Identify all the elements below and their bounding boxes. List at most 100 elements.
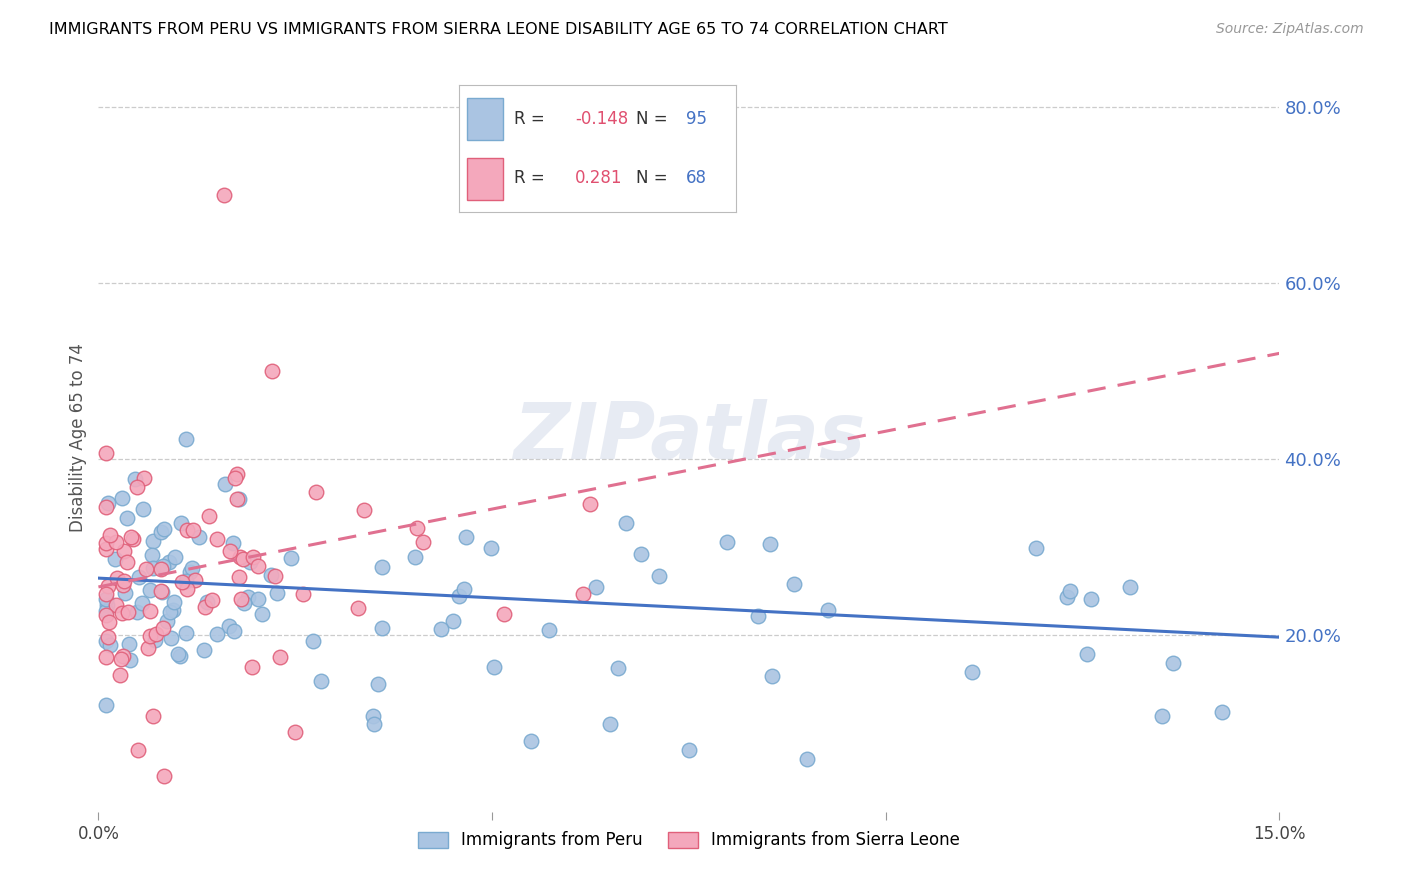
Point [222, 536, 245, 550]
Point [239, 555, 262, 569]
Point [226, 467, 249, 481]
Point [252, 607, 274, 621]
Point [305, 485, 328, 500]
Point [142, 561, 165, 575]
Point [176, 582, 198, 596]
Point [162, 603, 184, 617]
Point [131, 597, 153, 611]
Point [260, 364, 283, 378]
Point [150, 584, 173, 599]
Point [181, 524, 204, 538]
Point [405, 521, 427, 535]
Point [159, 555, 181, 569]
Point [169, 648, 191, 663]
Point [111, 607, 134, 621]
Point [153, 522, 176, 536]
Point [1056, 591, 1078, 605]
Point [363, 716, 385, 731]
Point [96, 604, 118, 618]
Point [128, 570, 150, 584]
Y-axis label: Disability Age 65 to 74: Disability Age 65 to 74 [69, 343, 87, 532]
Point [759, 537, 782, 551]
Point [247, 558, 270, 573]
Point [98, 638, 121, 652]
Point [96, 698, 118, 713]
Point [155, 614, 177, 628]
Point [136, 640, 159, 655]
Point [112, 574, 135, 589]
Point [96, 599, 118, 613]
Point [224, 471, 246, 485]
Point [201, 593, 224, 607]
Point [284, 725, 307, 739]
Point [579, 497, 602, 511]
Point [167, 648, 190, 662]
Point [179, 565, 201, 579]
Text: IMMIGRANTS FROM PERU VS IMMIGRANTS FROM SIERRA LEONE DISABILITY AGE 65 TO 74 COR: IMMIGRANTS FROM PERU VS IMMIGRANTS FROM … [49, 22, 948, 37]
Point [96, 500, 118, 515]
Point [678, 743, 700, 757]
Point [96, 630, 118, 644]
Point [105, 571, 128, 585]
Point [143, 632, 166, 647]
Point [222, 624, 245, 639]
Point [169, 516, 191, 531]
Point [165, 549, 187, 564]
Point [292, 587, 315, 601]
Point [599, 716, 621, 731]
Point [150, 525, 173, 540]
Point [114, 586, 136, 600]
Point [97, 579, 120, 593]
Point [716, 534, 738, 549]
Point [194, 599, 217, 614]
Point [149, 583, 172, 598]
Point [371, 621, 394, 635]
Point [229, 550, 252, 565]
Point [1080, 591, 1102, 606]
Point [1025, 541, 1047, 555]
Point [96, 541, 118, 556]
Point [120, 530, 142, 544]
Point [214, 187, 236, 202]
Point [207, 626, 229, 640]
Point [149, 562, 172, 576]
Legend: Immigrants from Peru, Immigrants from Sierra Leone: Immigrants from Peru, Immigrants from Si… [411, 824, 967, 855]
Point [233, 595, 256, 609]
Point [242, 549, 264, 564]
Point [228, 570, 250, 584]
Point [142, 533, 165, 548]
Text: ZIPatlas: ZIPatlas [513, 399, 865, 475]
Point [962, 665, 984, 680]
Point [118, 637, 141, 651]
Point [112, 544, 135, 558]
Point [132, 501, 155, 516]
Point [163, 595, 186, 609]
Point [572, 587, 595, 601]
Point [817, 602, 839, 616]
Point [104, 552, 127, 566]
Point [614, 516, 637, 530]
Point [141, 548, 163, 562]
Point [747, 609, 769, 624]
Point [132, 471, 155, 485]
Point [125, 606, 148, 620]
Point [796, 752, 818, 766]
Point [585, 580, 607, 594]
Point [117, 605, 139, 619]
Point [205, 533, 228, 547]
Point [1211, 705, 1233, 719]
Point [122, 532, 145, 546]
Point [96, 633, 118, 648]
Point [242, 660, 264, 674]
Point [96, 446, 118, 460]
Point [142, 709, 165, 723]
Point [454, 530, 477, 544]
Point [353, 503, 375, 517]
Point [761, 669, 783, 683]
Point [430, 622, 453, 636]
Point [538, 623, 561, 637]
Point [97, 496, 120, 510]
Point [218, 619, 240, 633]
Point [232, 552, 254, 566]
Point [228, 491, 250, 506]
